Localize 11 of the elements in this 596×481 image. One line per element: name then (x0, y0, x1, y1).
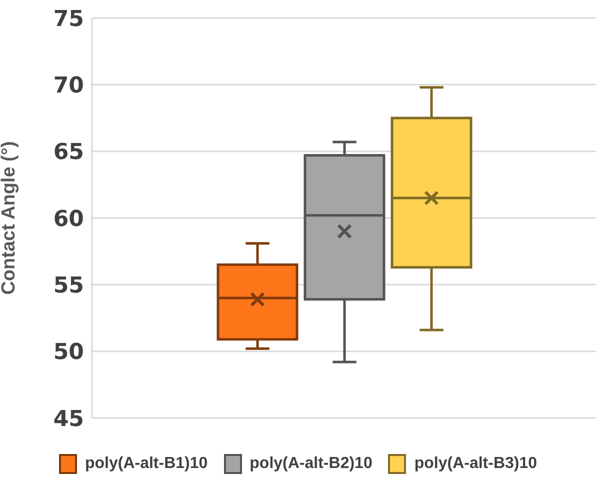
y-tick-label: 65 (53, 140, 84, 166)
legend-label: poly(A-alt-B3)10 (414, 455, 538, 473)
legend-label: poly(A-alt-B1)10 (84, 455, 208, 473)
y-tick-label: 60 (53, 206, 84, 232)
y-tick-label: 70 (53, 73, 84, 98)
y-tick-label: 45 (53, 406, 84, 432)
y-tick-label: 50 (53, 340, 84, 366)
y-tick-label: 55 (53, 273, 84, 298)
legend-label: poly(A-alt-B2)10 (250, 455, 372, 473)
y-tick-label: 75 (53, 6, 84, 32)
y-axis-title: Contact Angle (°) (0, 141, 20, 295)
